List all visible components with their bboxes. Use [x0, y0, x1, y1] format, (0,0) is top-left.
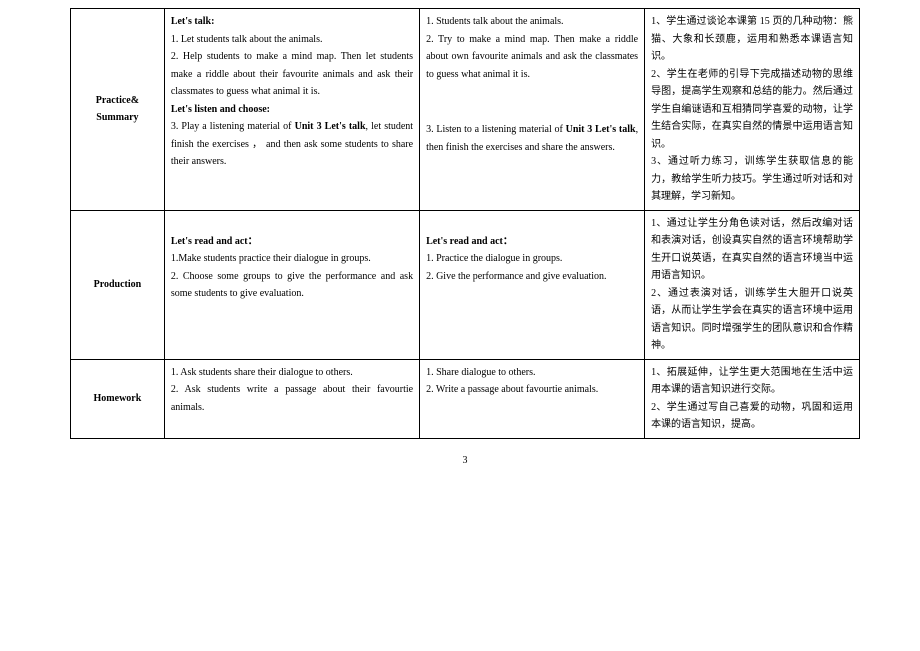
- text-run-bold: Unit 3 Let's talk: [566, 124, 636, 135]
- notes-cell: 1、学生通过谈论本课第 15 页的几种动物：熊猫、大象和长颈鹿，运用和熟悉本课语…: [645, 9, 860, 211]
- note-item: 1、通过让学生分角色读对话，然后改编对话和表演对话，创设真实自然的语言环境帮助学…: [651, 215, 853, 285]
- text-run-bold: Unit 3 Let's talk: [295, 121, 366, 132]
- student-cell: Let's read and act： 1. Practice the dial…: [420, 210, 645, 359]
- teacher-step: 1. Let students talk about the animals.: [171, 31, 413, 49]
- row-practice-summary: Practice& Summary Let's talk: 1. Let stu…: [71, 9, 860, 211]
- row-label-cell: Homework: [71, 359, 165, 438]
- section-heading: Let's read and act：: [171, 233, 413, 251]
- note-item: 1、拓展延伸，让学生更大范围地在生活中运用本课的语言知识进行交际。: [651, 364, 853, 399]
- notes-cell: 1、拓展延伸，让学生更大范围地在生活中运用本课的语言知识进行交际。 2、学生通过…: [645, 359, 860, 438]
- teacher-step: 2. Choose some groups to give the perfor…: [171, 268, 413, 303]
- row-homework: Homework 1. Ask students share their dia…: [71, 359, 860, 438]
- student-step: 1. Students talk about the animals.: [426, 13, 638, 31]
- teacher-step: 2. Ask students write a passage about th…: [171, 381, 413, 416]
- student-step: 2. Write a passage about favourtie anima…: [426, 381, 638, 399]
- row-production: Production Let's read and act： 1.Make st…: [71, 210, 860, 359]
- notes-cell: 1、通过让学生分角色读对话，然后改编对话和表演对话，创设真实自然的语言环境帮助学…: [645, 210, 860, 359]
- student-step: 2. Try to make a mind map. Then make a r…: [426, 31, 638, 84]
- teacher-cell: 1. Ask students share their dialogue to …: [164, 359, 419, 438]
- spacer: [171, 171, 413, 199]
- row-label-cell: Production: [71, 210, 165, 359]
- teacher-step: 2. Help students to make a mind map. The…: [171, 48, 413, 101]
- spacer: [426, 83, 638, 121]
- section-heading: Let's read and act：: [426, 233, 638, 251]
- student-step: 1. Practice the dialogue in groups.: [426, 250, 638, 268]
- spacer: [171, 215, 413, 233]
- text-run: 3. Listen to a listening material of: [426, 124, 566, 135]
- teacher-step: 1.Make students practice their dialogue …: [171, 250, 413, 268]
- student-cell: 1. Students talk about the animals. 2. T…: [420, 9, 645, 211]
- student-step: 1. Share dialogue to others.: [426, 364, 638, 382]
- section-heading: Let's talk:: [171, 13, 413, 31]
- page-number: 3: [70, 455, 860, 466]
- student-step: 3. Listen to a listening material of Uni…: [426, 121, 638, 156]
- teacher-cell: Let's read and act： 1.Make students prac…: [164, 210, 419, 359]
- page-container: Practice& Summary Let's talk: 1. Let stu…: [0, 0, 920, 466]
- teacher-step: 3. Play a listening material of Unit 3 L…: [171, 118, 413, 171]
- note-item: 2、学生通过写自己喜爱的动物，巩固和运用本课的语言知识，提高。: [651, 399, 853, 434]
- note-item: 1、学生通过谈论本课第 15 页的几种动物：熊猫、大象和长颈鹿，运用和熟悉本课语…: [651, 13, 853, 66]
- student-step: 2. Give the performance and give evaluat…: [426, 268, 638, 286]
- teacher-cell: Let's talk: 1. Let students talk about t…: [164, 9, 419, 211]
- teacher-step: 1. Ask students share their dialogue to …: [171, 364, 413, 382]
- spacer: [426, 215, 638, 233]
- note-item: 2、学生在老师的引导下完成描述动物的思维导图，提高学生观察和总结的能力。然后通过…: [651, 66, 853, 154]
- text-run: 3. Play a listening material of: [171, 121, 295, 132]
- row-label: Production: [94, 279, 142, 290]
- row-label: Homework: [94, 393, 142, 404]
- student-cell: 1. Share dialogue to others. 2. Write a …: [420, 359, 645, 438]
- lesson-plan-table: Practice& Summary Let's talk: 1. Let stu…: [70, 8, 860, 439]
- note-item: 2、通过表演对话，训练学生大胆开口说英语，从而让学生学会在真实的语言环境中运用语…: [651, 285, 853, 355]
- note-item: 3、通过听力练习，训练学生获取信息的能力，教给学生听力技巧。学生通过听对话和对其…: [651, 153, 853, 206]
- row-label: Practice& Summary: [96, 95, 139, 124]
- section-heading: Let's listen and choose:: [171, 101, 413, 119]
- row-label-cell: Practice& Summary: [71, 9, 165, 211]
